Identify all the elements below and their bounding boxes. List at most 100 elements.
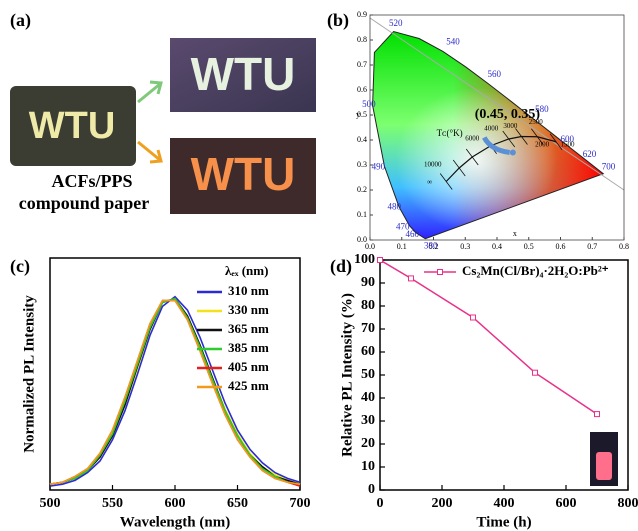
arrow (137, 140, 163, 164)
y-tick-label: 20 (361, 436, 375, 451)
legend-label: 385 nm (228, 340, 269, 355)
wavelength-label: 520 (389, 18, 403, 28)
legend-label: 330 nm (228, 302, 269, 317)
series-line (379, 259, 598, 415)
arrow (137, 80, 163, 104)
cct-title: Tᴄ(°K) (437, 128, 463, 138)
x-tick-label: 0.2 (429, 242, 439, 251)
y-axis-label: Relative PL Intensity (%) (339, 293, 355, 457)
gamut (372, 31, 604, 239)
x-tick-label: 500 (40, 496, 61, 511)
photo (170, 38, 316, 112)
inset-glow (596, 452, 612, 480)
series-line (49, 299, 301, 485)
series-line (49, 295, 301, 487)
y-tick-label: 0.6 (357, 85, 367, 94)
cct-label: 3000 (503, 122, 517, 130)
wavelength-label: 470 (396, 222, 410, 232)
cct-label: 1500 (561, 141, 576, 149)
wavelength-label: 700 (602, 162, 616, 172)
caption: compound paper (19, 193, 150, 213)
wavelength-label: 620 (583, 149, 597, 159)
y-tick-label: 80 (361, 298, 375, 313)
y-tick-label: 100 (354, 252, 375, 267)
x-tick-label: 700 (290, 496, 311, 511)
x-tick-label: 0.7 (587, 242, 597, 251)
x-tick-label: 800 (618, 496, 638, 511)
photo (170, 138, 316, 214)
cct-label: 2500 (529, 118, 544, 126)
x-tick-label: 550 (102, 496, 123, 511)
y-tick-label: 0.9 (357, 10, 367, 19)
x-tick-label: 600 (165, 496, 186, 511)
isotherm (465, 148, 479, 166)
legend-label: 425 nm (228, 378, 269, 393)
legend-marker (437, 269, 443, 275)
marker (470, 314, 476, 321)
y-tick-label: 0 (368, 482, 375, 497)
cie-point (509, 149, 516, 156)
legend-label: 405 nm (228, 359, 269, 374)
panel-a: (a) WTU WTU WTU ACFs/PPS compound paper (10, 10, 316, 214)
marker (377, 257, 383, 263)
photo-text: WTU (191, 148, 296, 200)
x-axis-label: Time (h) (476, 514, 531, 530)
isotherm (452, 159, 466, 177)
x-tick-label: 0.6 (556, 242, 566, 251)
x-tick-label: 0.1 (397, 242, 407, 251)
isotherm (502, 130, 516, 148)
marker (408, 275, 414, 282)
x-tick-label: 0.5 (524, 242, 534, 251)
y-tick-label: 0.2 (357, 185, 367, 194)
x-tick-label: 600 (556, 496, 577, 511)
legend-title: λₑₓ (nm) (225, 263, 268, 278)
y-tick-label: 70 (361, 321, 375, 336)
y-tick-label: 0.5 (357, 110, 367, 119)
x-tick-label: 0.8 (619, 242, 629, 251)
wavelength-label: 480 (387, 202, 401, 212)
x-tick-label: 650 (227, 496, 248, 511)
x-tick-label: 200 (432, 496, 453, 511)
wavelength-label: 380 (424, 240, 438, 250)
cct-label: ∞ (427, 178, 432, 186)
y-tick-label: 10 (361, 459, 375, 474)
wavelength-label: 600 (561, 134, 575, 144)
marker (532, 369, 538, 376)
wavelength-label: 560 (487, 69, 501, 79)
y-axis-label: y (356, 110, 360, 119)
x-tick-label: 0.0 (365, 242, 375, 251)
y-tick-label: 0.4 (357, 135, 367, 144)
x-tick-label: 0.4 (492, 242, 502, 251)
wavelength-label: 500 (362, 99, 376, 109)
y-tick-label: 0.0 (357, 235, 367, 244)
cct-label: 6000 (465, 134, 480, 142)
photo-text: WTU (29, 105, 116, 147)
point-label: (0.45, 0.35) (475, 107, 541, 122)
y-tick-label: 50 (361, 367, 375, 382)
cct-label: 4000 (484, 124, 499, 132)
wavelength-label: 580 (535, 104, 549, 114)
y-tick-label: 0.7 (357, 60, 367, 69)
gamut-outline (372, 30, 605, 240)
isotherm (515, 128, 528, 145)
legend-label: 365 nm (228, 321, 269, 336)
y-tick-label: 30 (361, 413, 375, 428)
x-axis-label: Wavelength (nm) (120, 514, 230, 530)
isotherm (531, 128, 544, 145)
planckian-locus (445, 135, 557, 182)
x-tick-label: 400 (494, 496, 515, 511)
y-axis-label: Normalized PL Intensity (21, 295, 37, 453)
cct-label: 10000 (424, 161, 442, 169)
wavelength-label: 490 (372, 162, 386, 172)
panel-label: (b) (327, 10, 349, 31)
wavelength-label: 460 (406, 229, 420, 239)
diagonal (369, 17, 625, 191)
marker (594, 411, 600, 418)
y-tick-label: 0.1 (357, 210, 367, 219)
panel-label: (a) (10, 10, 31, 31)
x-axis-label: x (513, 229, 517, 238)
caption: ACFs/PPS (52, 171, 133, 191)
legend-label: Cs₂Mn(Cl/Br)₄·2H₂O:Pb²⁺ (462, 263, 609, 278)
y-tick-label: 90 (361, 275, 375, 290)
